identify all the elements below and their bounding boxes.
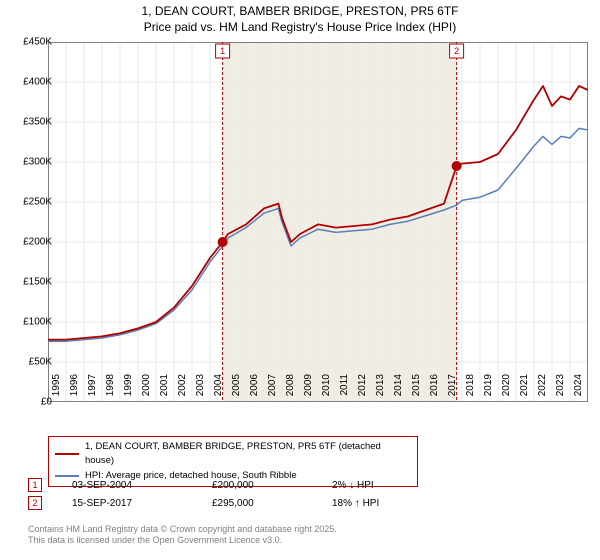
sale-delta: 2% ↓ HPI: [332, 480, 422, 491]
sale-markers-table: 1 03-SEP-2004 £200,000 2% ↓ HPI 2 15-SEP…: [28, 478, 422, 514]
title-line-2: Price paid vs. HM Land Registry's House …: [0, 20, 600, 36]
y-tick-label: £450K: [8, 37, 52, 48]
x-tick-label: 2004: [213, 374, 224, 404]
x-tick-label: 2022: [537, 374, 548, 404]
y-tick-label: £0: [8, 397, 52, 408]
chart-area: 12: [48, 42, 588, 402]
x-tick-label: 1998: [105, 374, 116, 404]
sale-badge: 2: [28, 496, 42, 510]
x-tick-label: 1999: [123, 374, 134, 404]
y-tick-label: £100K: [8, 317, 52, 328]
y-tick-label: £150K: [8, 277, 52, 288]
sale-delta: 18% ↑ HPI: [332, 498, 422, 509]
x-tick-label: 2009: [303, 374, 314, 404]
x-tick-label: 2019: [483, 374, 494, 404]
x-tick-label: 2002: [177, 374, 188, 404]
x-tick-label: 2006: [249, 374, 260, 404]
y-tick-label: £350K: [8, 117, 52, 128]
y-tick-label: £50K: [8, 357, 52, 368]
x-tick-label: 2000: [141, 374, 152, 404]
sale-row: 2 15-SEP-2017 £295,000 18% ↑ HPI: [28, 496, 422, 510]
x-tick-label: 2015: [411, 374, 422, 404]
x-tick-label: 2024: [573, 374, 584, 404]
x-tick-label: 1995: [51, 374, 62, 404]
y-tick-label: £400K: [8, 77, 52, 88]
svg-text:1: 1: [220, 46, 225, 56]
x-tick-label: 2012: [357, 374, 368, 404]
svg-text:2: 2: [454, 46, 459, 56]
x-tick-label: 2016: [429, 374, 440, 404]
attribution-line: This data is licensed under the Open Gov…: [28, 535, 337, 546]
x-tick-label: 2005: [231, 374, 242, 404]
x-tick-label: 2013: [375, 374, 386, 404]
sale-price: £295,000: [212, 498, 302, 509]
x-tick-label: 1997: [87, 374, 98, 404]
x-tick-label: 2003: [195, 374, 206, 404]
x-tick-label: 2010: [321, 374, 332, 404]
attribution: Contains HM Land Registry data © Crown c…: [28, 524, 337, 547]
legend-swatch: [55, 453, 79, 455]
x-tick-label: 2023: [555, 374, 566, 404]
sale-badge: 1: [28, 478, 42, 492]
legend-item: 1, DEAN COURT, BAMBER BRIDGE, PRESTON, P…: [55, 440, 411, 469]
x-tick-label: 2001: [159, 374, 170, 404]
x-tick-label: 2007: [267, 374, 278, 404]
legend-swatch: [55, 475, 79, 477]
y-tick-label: £250K: [8, 197, 52, 208]
y-tick-label: £200K: [8, 237, 52, 248]
x-tick-label: 2014: [393, 374, 404, 404]
x-tick-label: 1996: [69, 374, 80, 404]
chart-title: 1, DEAN COURT, BAMBER BRIDGE, PRESTON, P…: [0, 0, 600, 35]
x-tick-label: 2008: [285, 374, 296, 404]
sale-date: 03-SEP-2004: [72, 480, 182, 491]
sale-price: £200,000: [212, 480, 302, 491]
legend-label: 1, DEAN COURT, BAMBER BRIDGE, PRESTON, P…: [85, 440, 411, 469]
title-line-1: 1, DEAN COURT, BAMBER BRIDGE, PRESTON, P…: [0, 4, 600, 20]
sale-date: 15-SEP-2017: [72, 498, 182, 509]
x-tick-label: 2021: [519, 374, 530, 404]
line-chart: 12: [48, 42, 588, 402]
attribution-line: Contains HM Land Registry data © Crown c…: [28, 524, 337, 535]
x-tick-label: 2020: [501, 374, 512, 404]
sale-row: 1 03-SEP-2004 £200,000 2% ↓ HPI: [28, 478, 422, 492]
x-tick-label: 2017: [447, 374, 458, 404]
x-tick-label: 2011: [339, 374, 350, 404]
y-tick-label: £300K: [8, 157, 52, 168]
x-tick-label: 2018: [465, 374, 476, 404]
